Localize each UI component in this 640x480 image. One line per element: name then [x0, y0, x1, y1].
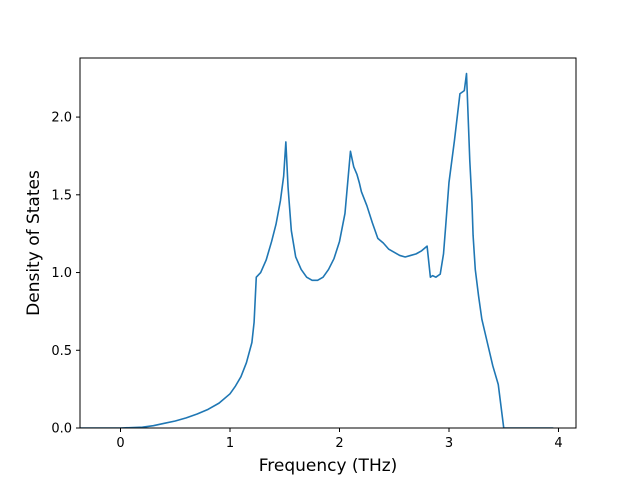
tick-layer: 0 1 2 3 4 0.0 0.5 1.0 1.5 2.0 — [51, 111, 562, 451]
x-tick-label: 0 — [116, 436, 124, 451]
series-line-0 — [80, 72, 554, 428]
x-tick-label: 2 — [335, 436, 343, 451]
y-tick-label: 0.5 — [51, 344, 72, 359]
x-axis-label: Frequency (THz) — [259, 456, 398, 476]
y-tick-label: 1.0 — [51, 266, 72, 281]
x-tick-label: 4 — [554, 436, 562, 451]
y-tick-label: 2.0 — [51, 111, 72, 126]
plot-area — [80, 72, 554, 428]
y-axis-label: Density of States — [24, 170, 44, 316]
y-tick-label: 0.0 — [51, 422, 72, 437]
x-tick-label: 3 — [445, 436, 453, 451]
y-tick-label: 1.5 — [51, 188, 72, 203]
x-tick-label: 1 — [226, 436, 234, 451]
axes-frame — [79, 57, 577, 429]
